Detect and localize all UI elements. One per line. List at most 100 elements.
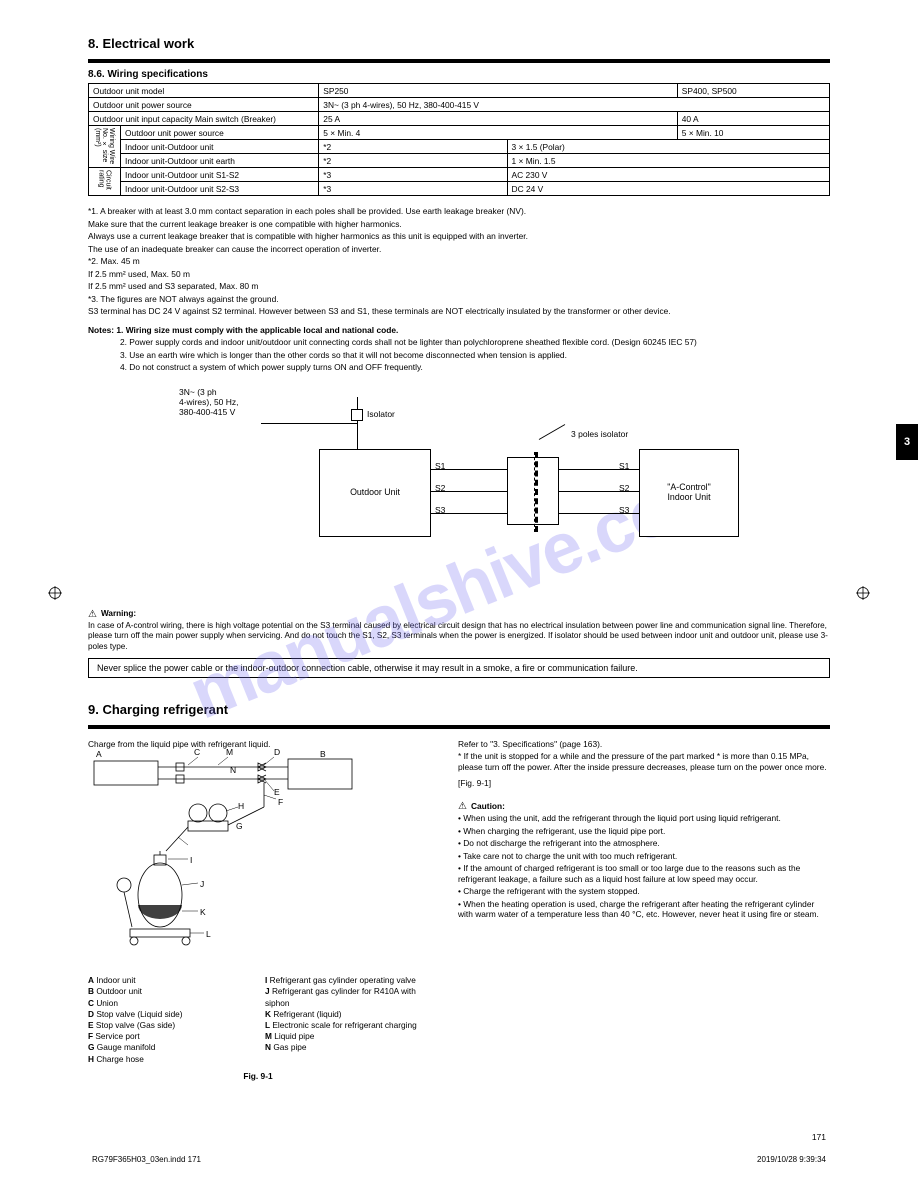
- table-row: Outdoor unit input capacity Main switch …: [89, 112, 830, 126]
- caution-line: • Do not discharge the refrigerant into …: [458, 838, 830, 849]
- section8-title: 8. Electrical work: [88, 36, 830, 51]
- section9-body: Charge from the liquid pipe with refrige…: [88, 739, 830, 1082]
- section9-title: 9. Charging refrigerant: [88, 702, 830, 717]
- legend-f: F Service port: [88, 1031, 251, 1042]
- caution-icon: ⚠: [458, 801, 467, 814]
- caution-title: Caution:: [471, 801, 505, 812]
- cell: Outdoor unit power source: [121, 126, 319, 140]
- lbl-g: G: [236, 821, 243, 832]
- warning-icon: ⚠: [88, 609, 97, 622]
- caution-line: • Charge the refrigerant with the system…: [458, 886, 830, 897]
- cell: 5 × Min. 4: [319, 126, 677, 140]
- legend-j: J Refrigerant gas cylinder for R410A wit…: [265, 986, 428, 1008]
- table-footnotes: *1. A breaker with at least 3.0 mm conta…: [88, 206, 830, 317]
- table-row: Outdoor unit power source 3N~ (3 ph 4-wi…: [89, 98, 830, 112]
- cell: 5 × Min. 10: [677, 126, 829, 140]
- ref-line: Refer to "3. Specifications" (page 163).: [458, 739, 830, 750]
- lbl-a: A: [96, 749, 102, 760]
- s1-right: S1: [619, 461, 629, 471]
- caution-line: • When charging the refrigerant, use the…: [458, 826, 830, 837]
- cell: Indoor unit-Outdoor unit S1-S2: [121, 168, 319, 182]
- cell: Indoor unit-Outdoor unit earth: [121, 154, 319, 168]
- lbl-m: M: [226, 747, 233, 758]
- cell: *3: [319, 182, 507, 196]
- electrical-caution-box: Never splice the power cable or the indo…: [88, 658, 830, 678]
- s1-left: S1: [435, 461, 445, 471]
- cell: *2: [319, 140, 507, 154]
- power-supply-label: 3N~ (3 ph 4-wires), 50 Hz, 380-400-415 V: [179, 387, 259, 417]
- table-row: Circuit rating Indoor unit-Outdoor unit …: [89, 168, 830, 182]
- caution-line: • If the amount of charged refrigerant i…: [458, 863, 830, 884]
- three-poles-label: 3 poles isolator: [571, 429, 628, 439]
- wiring-diagram: 3N~ (3 ph 4-wires), 50 Hz, 380-400-415 V…: [179, 391, 739, 601]
- notes-line: 4. Do not construct a system of which po…: [88, 362, 830, 373]
- cell: Circuit rating: [89, 168, 121, 196]
- legend-l: L Electronic scale for refrigerant charg…: [265, 1020, 428, 1031]
- cell: Indoor unit-Outdoor unit S2-S3: [121, 182, 319, 196]
- notes-header: Notes: 1. Wiring size must comply with t…: [88, 325, 830, 336]
- notes-block: Notes: 1. Wiring size must comply with t…: [88, 325, 830, 373]
- page-number: 171: [812, 1132, 826, 1142]
- cell: SP250: [319, 84, 677, 98]
- cell: Outdoor unit model: [89, 84, 319, 98]
- footer-right: 2019/10/28 9:39:34: [757, 1155, 826, 1164]
- note-line: The use of an inadequate breaker can cau…: [88, 244, 830, 255]
- note-line: *1. A breaker with at least 3.0 mm conta…: [88, 206, 830, 217]
- s2-right: S2: [619, 483, 629, 493]
- cell: 25 A: [319, 112, 677, 126]
- section9-rule: [88, 725, 830, 729]
- legend-n: N Gas pipe: [265, 1042, 428, 1053]
- note-line: *2. Max. 45 m: [88, 256, 830, 267]
- lbl-f: F: [278, 797, 283, 808]
- lbl-d: D: [274, 747, 280, 758]
- table-row: Indoor unit-Outdoor unit *2 3 × 1.5 (Pol…: [89, 140, 830, 154]
- cell: *3: [319, 168, 507, 182]
- cell: 3 × 1.5 (Polar): [507, 140, 829, 154]
- notes-line: 3. Use an earth wire which is longer tha…: [88, 350, 830, 361]
- cell: 1 × Min. 1.5: [507, 154, 829, 168]
- table-row: Outdoor unit model SP250 SP400, SP500: [89, 84, 830, 98]
- legend-a: A Indoor unit: [88, 975, 251, 986]
- cell: Outdoor unit power source: [89, 98, 319, 112]
- outdoor-unit-box: Outdoor Unit: [319, 449, 431, 537]
- cell: Indoor unit-Outdoor unit: [121, 140, 319, 154]
- section9-left: Charge from the liquid pipe with refrige…: [88, 739, 428, 1082]
- table-row: Indoor unit-Outdoor unit S2-S3 *3 DC 24 …: [89, 182, 830, 196]
- language-tab: 3: [896, 424, 918, 460]
- cell: Wiring Wire No. × size (mm²): [89, 126, 121, 168]
- register-mark-left: [48, 586, 62, 602]
- elec-caution-text: Never splice the power cable or the indo…: [97, 663, 638, 673]
- legend-c: C Union: [88, 998, 251, 1009]
- note-line: S3 terminal has DC 24 V against S2 termi…: [88, 306, 830, 317]
- isolator-label: Isolator: [367, 409, 395, 419]
- legend-k: K Refrigerant (liquid): [265, 1009, 428, 1020]
- table-row: Indoor unit-Outdoor unit earth *2 1 × Mi…: [89, 154, 830, 168]
- table-row: Wiring Wire No. × size (mm²) Outdoor uni…: [89, 126, 830, 140]
- line: [357, 397, 358, 449]
- warning-body: In case of A-control wiring, there is hi…: [88, 621, 830, 652]
- legend-i: I Refrigerant gas cylinder operating val…: [265, 975, 428, 986]
- note-line: If 2.5 mm² used and S3 separated, Max. 8…: [88, 281, 830, 292]
- cell: 40 A: [677, 112, 829, 126]
- note-line: *3. The figures are NOT always against t…: [88, 294, 830, 305]
- lbl-i: I: [190, 855, 192, 866]
- note-line: Make sure that the current leakage break…: [88, 219, 830, 230]
- spec-table: Outdoor unit model SP250 SP400, SP500 Ou…: [88, 83, 830, 196]
- register-mark-right: [856, 586, 870, 602]
- notes-line: 2. Power supply cords and indoor unit/ou…: [88, 337, 830, 348]
- caution-line: • When the heating operation is used, ch…: [458, 899, 830, 920]
- caution-line: • Take care not to charge the unit with …: [458, 851, 830, 862]
- legend-g: G Gauge manifold: [88, 1042, 251, 1053]
- figure-legend: A Indoor unit B Outdoor unit C Union D S…: [88, 975, 428, 1065]
- star-note: * If the unit is stopped for a while and…: [458, 751, 830, 772]
- fig9-1-label: Fig. 9-1: [88, 1071, 428, 1082]
- three-pole-isolator-box: [507, 457, 559, 525]
- cell: 3N~ (3 ph 4-wires), 50 Hz, 380-400-415 V: [319, 98, 830, 112]
- legend-d: D Stop valve (Liquid side): [88, 1009, 251, 1020]
- isolator-box: [351, 409, 363, 421]
- leader: [539, 424, 565, 440]
- footer-left: RG79F365H03_03en.indd 171: [92, 1155, 201, 1164]
- lbl-h: H: [238, 801, 244, 812]
- lbl-l: L: [206, 929, 211, 940]
- legend-b: B Outdoor unit: [88, 986, 251, 997]
